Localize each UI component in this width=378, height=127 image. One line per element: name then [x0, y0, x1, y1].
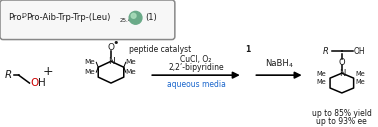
Text: O: O — [31, 78, 39, 88]
Text: Me: Me — [126, 69, 136, 75]
Text: up to 93% ee: up to 93% ee — [316, 117, 367, 126]
Text: Me: Me — [84, 59, 95, 65]
Text: •: • — [113, 37, 119, 47]
Text: R: R — [323, 47, 329, 56]
Text: O: O — [107, 43, 115, 52]
Text: N: N — [108, 57, 115, 66]
Text: (1): (1) — [146, 13, 157, 22]
Text: Pro-Aib-Trp-Trp-(Leu): Pro-Aib-Trp-Trp-(Leu) — [26, 13, 111, 22]
Text: 4: 4 — [289, 63, 293, 68]
Text: OH: OH — [354, 47, 365, 56]
Circle shape — [129, 11, 142, 24]
Circle shape — [131, 13, 136, 18]
Text: O: O — [339, 58, 345, 67]
Text: Me: Me — [316, 79, 326, 85]
Text: Pro-: Pro- — [8, 13, 25, 22]
Text: CuCl, O₂: CuCl, O₂ — [180, 55, 212, 64]
Text: +: + — [42, 65, 53, 78]
Text: Me: Me — [356, 71, 366, 77]
Text: R: R — [5, 70, 12, 80]
Text: Me: Me — [316, 71, 326, 77]
Text: D: D — [22, 13, 26, 18]
Text: aqueous media: aqueous media — [167, 80, 225, 89]
Text: NaBH: NaBH — [265, 59, 289, 68]
FancyBboxPatch shape — [0, 0, 175, 39]
Text: Me: Me — [84, 69, 95, 75]
Text: up to 85% yield: up to 85% yield — [312, 109, 372, 118]
Text: 25.4: 25.4 — [120, 18, 132, 23]
Text: 2,2’-bipyridine: 2,2’-bipyridine — [168, 63, 224, 72]
Text: peptide catalyst: peptide catalyst — [129, 45, 194, 54]
Text: 1: 1 — [245, 45, 250, 54]
Text: H: H — [38, 78, 46, 88]
Text: Me: Me — [356, 79, 366, 85]
Text: Me: Me — [126, 59, 136, 65]
Text: N: N — [339, 69, 345, 78]
